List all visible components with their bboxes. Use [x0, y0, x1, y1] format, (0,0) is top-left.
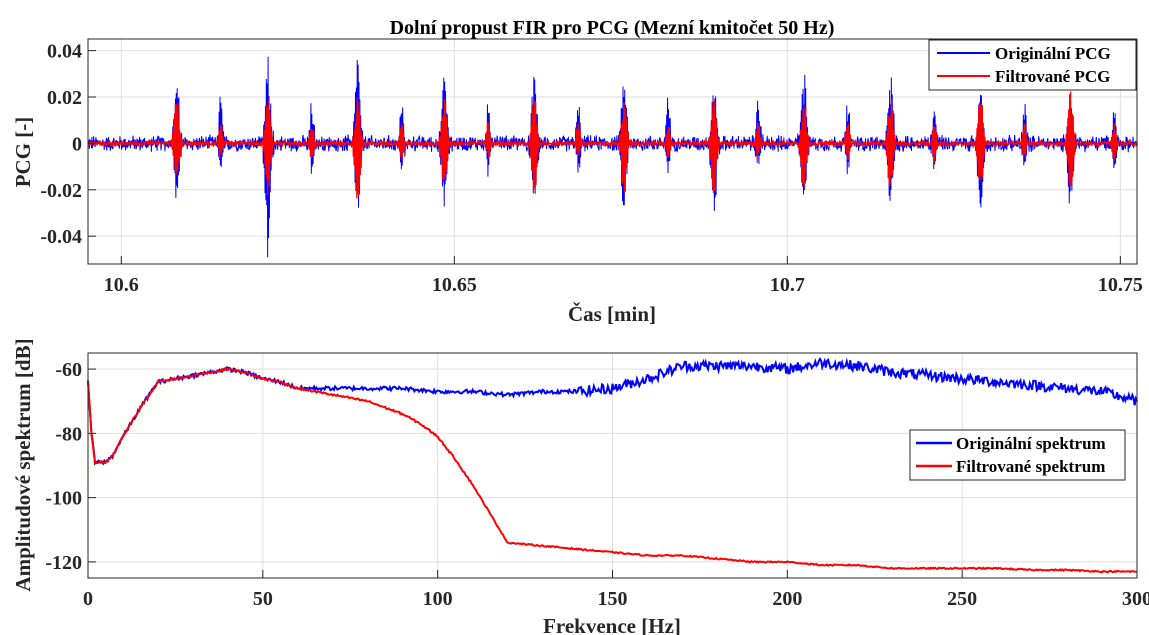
- x-tick-label: 300: [1122, 588, 1149, 610]
- x-axis-ticks: 10.6 10.65 10.7 10.75: [104, 256, 1143, 296]
- legend-label-original-spectrum: Originální spektrum: [956, 434, 1106, 453]
- y-tick-label: 0.02: [47, 87, 82, 109]
- legend-box: [909, 429, 1126, 481]
- x-axis-label: Frekvence [Hz]: [543, 614, 681, 635]
- y-tick-label: 0: [72, 133, 82, 155]
- legend-label-filtered-pcg: Filtrované PCG: [995, 67, 1110, 86]
- y-tick-label: -60: [55, 359, 82, 381]
- y-axis-label: Amplitudové spektrum [dB]: [11, 338, 35, 591]
- x-tick-label: 100: [423, 588, 453, 610]
- axes-frame: [87, 38, 1138, 265]
- chart-amplitude-spectrum: 0 50 100 150 200 250 300 -120 -100 -80 -60 Frekve…: [11, 338, 1149, 635]
- x-tick-label: 10.6: [104, 274, 139, 296]
- legend-box: [928, 39, 1137, 91]
- y-tick-label: 0.04: [47, 41, 82, 63]
- series-line-filtered-spectrum: [87, 366, 1138, 574]
- chart-title: Dolní propust FIR pro PCG (Mezní kmitoče…: [390, 17, 835, 39]
- x-tick-label: 250: [947, 588, 977, 610]
- series-line-filtered-pcg: [87, 91, 1138, 199]
- plot-lines: [87, 356, 1138, 574]
- x-axis-label: Čas [min]: [568, 302, 656, 326]
- y-tick-label: -80: [55, 423, 82, 445]
- x-tick-label: 10.7: [770, 274, 805, 296]
- legend: Originální spektrum Filtrované spektrum: [909, 429, 1126, 481]
- plot-lines: [87, 56, 1138, 258]
- legend-label-filtered-spectrum: Filtrované spektrum: [956, 457, 1105, 476]
- y-tick-label: -0.02: [40, 180, 82, 202]
- series-line-original-pcg: [87, 56, 1138, 258]
- x-tick-label: 0: [83, 588, 93, 610]
- x-tick-label: 200: [772, 588, 802, 610]
- x-tick-label: 10.65: [432, 274, 477, 296]
- x-axis-ticks: 0 50 100 150 200 250 300: [83, 570, 1149, 610]
- legend: Originální PCG Filtrované PCG: [928, 39, 1137, 91]
- legend-label-original-pcg: Originální PCG: [995, 44, 1111, 63]
- y-axis-ticks: -120 -100 -80 -60: [45, 359, 96, 574]
- x-tick-label: 10.75: [1098, 274, 1143, 296]
- y-tick-label: -120: [45, 552, 82, 574]
- y-axis-label: PCG [-]: [11, 117, 35, 188]
- y-axis-ticks: -0.04 -0.02 0 0.02 0.04: [40, 41, 96, 248]
- x-tick-label: 50: [253, 588, 273, 610]
- x-tick-label: 150: [598, 588, 628, 610]
- y-tick-label: -0.04: [40, 226, 82, 248]
- chart-pcg-time-domain: Dolní propust FIR pro PCG (Mezní kmitoče…: [11, 17, 1143, 326]
- y-tick-label: -100: [45, 488, 82, 510]
